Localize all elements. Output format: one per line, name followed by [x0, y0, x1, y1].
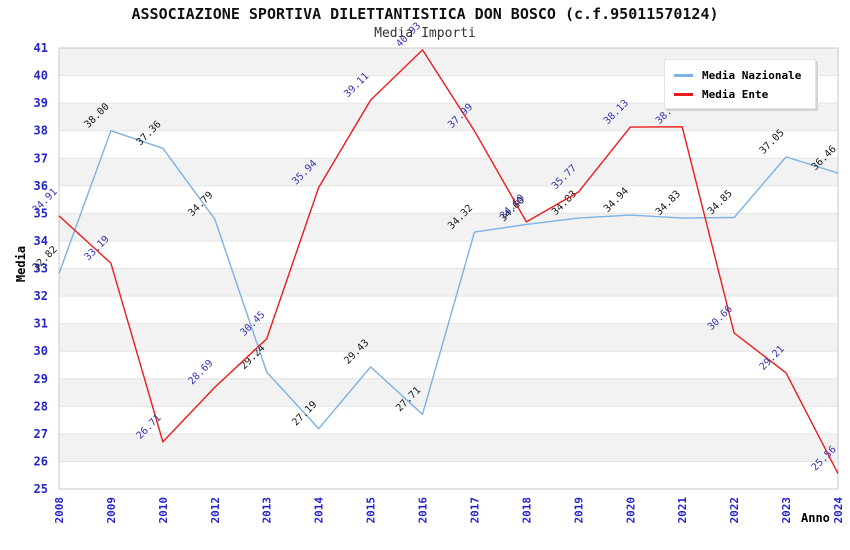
x-tick-label: 2020: [624, 497, 637, 524]
y-tick-label: 40: [34, 69, 48, 83]
x-tick-label: 2018: [520, 497, 533, 524]
x-tick-label: 2017: [468, 497, 481, 524]
y-tick-label: 27: [34, 427, 48, 441]
y-tick-label: 37: [34, 151, 48, 165]
legend-item-media-ente: Media Ente: [674, 86, 806, 102]
y-tick-label: 30: [34, 344, 48, 358]
legend-item-media-nazionale: Media Nazionale: [674, 67, 806, 83]
y-tick-label: 26: [34, 454, 48, 468]
legend-label-nazionale: Media Nazionale: [702, 68, 802, 82]
y-tick-label: 41: [34, 41, 48, 55]
y-tick-label: 28: [34, 399, 48, 413]
y-tick-label: 29: [34, 372, 48, 386]
x-tick-label: 2014: [313, 497, 326, 524]
x-axis-title: Anno: [801, 511, 830, 525]
chart-subtitle: Media Importi: [374, 26, 476, 41]
legend-label-ente: Media Ente: [702, 87, 769, 101]
x-tick-label: 2021: [676, 497, 689, 524]
x-tick-label: 2022: [728, 497, 741, 524]
y-tick-label: 25: [34, 482, 48, 496]
x-tick-label: 2023: [780, 497, 793, 524]
y-tick-label: 31: [34, 317, 48, 331]
grid-band: [59, 378, 838, 407]
series-line-media-nazionale: [58, 129, 839, 430]
y-tick-label: 36: [34, 179, 48, 193]
grid-band: [59, 268, 838, 297]
x-tick-label: 2010: [157, 497, 170, 524]
chart-title: ASSOCIAZIONE SPORTIVA DILETTANTISTICA DO…: [131, 5, 719, 23]
x-tick-label: 2009: [105, 497, 118, 524]
y-tick-label: 35: [34, 206, 48, 220]
x-tick-label: 2013: [261, 497, 274, 524]
y-tick-label: 38: [34, 124, 48, 138]
legend-marker-ente-icon: [674, 92, 693, 96]
x-tick-label: 2016: [417, 497, 430, 524]
y-tick-label: 33: [34, 262, 48, 276]
legend-marker-nazionale-icon: [674, 73, 693, 77]
grid-band: [59, 323, 838, 352]
x-tick-label: 2015: [365, 497, 378, 524]
y-tick-label: 32: [34, 289, 48, 303]
y-axis-title: Media: [14, 245, 28, 283]
x-tick-label: 2008: [53, 497, 66, 524]
grid-band: [59, 433, 838, 462]
x-tick-label: 2024: [832, 497, 845, 524]
plot-border: [58, 47, 839, 490]
series-line-media-ente: [58, 49, 839, 474]
x-tick-label: 2012: [209, 497, 222, 524]
x-tick-label: 2019: [572, 497, 585, 524]
y-tick-label: 39: [34, 96, 48, 110]
y-tick-label: 34: [34, 234, 48, 248]
grid-band: [59, 158, 838, 186]
legend: Media Nazionale Media Ente: [664, 59, 816, 109]
